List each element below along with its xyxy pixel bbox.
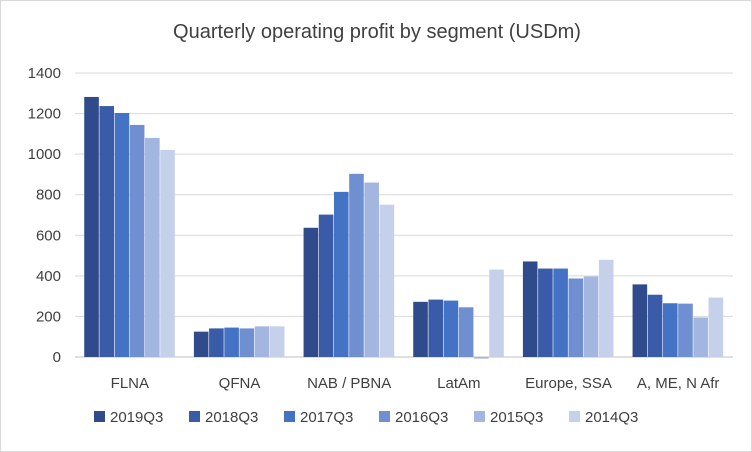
legend-label: 2018Q3 [205,409,258,426]
y-tick-label: 1200 [28,106,61,123]
bar [145,137,160,357]
bar [239,328,255,357]
bar [693,317,708,357]
bar [84,96,99,358]
legend-label: 2015Q3 [490,409,543,426]
bar [303,227,319,357]
bar [160,149,175,357]
legend-label: 2017Q3 [300,409,353,426]
bar [114,112,130,357]
legend-label: 2014Q3 [585,409,638,426]
bar [678,303,693,357]
legend-swatch [569,411,580,422]
bar [254,326,270,357]
y-tick-label: 600 [36,227,61,244]
y-tick-label: 800 [36,187,61,204]
bar [99,106,115,358]
bar [708,297,724,357]
bar [489,269,504,357]
bar [224,327,239,357]
bar [364,182,379,357]
bar [413,301,428,357]
bar [428,299,444,357]
category-label: A, ME, N Afr [637,375,720,392]
bar [538,268,553,357]
bar [568,278,584,357]
bar [443,300,459,357]
legend-swatch [94,411,105,422]
legend-swatch [189,411,200,422]
bar [583,276,599,357]
bar [349,173,364,357]
bar [379,204,395,357]
y-tick-label: 200 [36,308,61,325]
bar [553,268,568,357]
bar [318,214,334,357]
category-label: FLNA [111,375,149,392]
y-tick-label: 0 [53,349,61,366]
legend-label: 2019Q3 [110,409,163,426]
bar [662,303,678,357]
bar [129,124,145,357]
chart-title: Quarterly operating profit by segment (U… [173,21,581,43]
bar [632,284,648,357]
category-label: QFNA [219,375,261,392]
category-label: NAB / PBNA [307,375,391,392]
legend-swatch [474,411,485,422]
bar [209,328,224,357]
bar [333,191,349,357]
legend-swatch [284,411,295,422]
y-tick-label: 1400 [28,65,61,82]
bar [458,307,474,357]
category-label: Europe, SSA [525,375,612,392]
bar [647,294,663,357]
bar [193,331,209,357]
legend-label: 2016Q3 [395,409,448,426]
y-tick-label: 400 [36,268,61,285]
bar [474,357,489,359]
legend-swatch [379,411,390,422]
category-label: LatAm [437,375,480,392]
bar [522,261,538,357]
bar [598,259,614,357]
bar [269,326,285,357]
y-tick-label: 1000 [28,146,61,163]
